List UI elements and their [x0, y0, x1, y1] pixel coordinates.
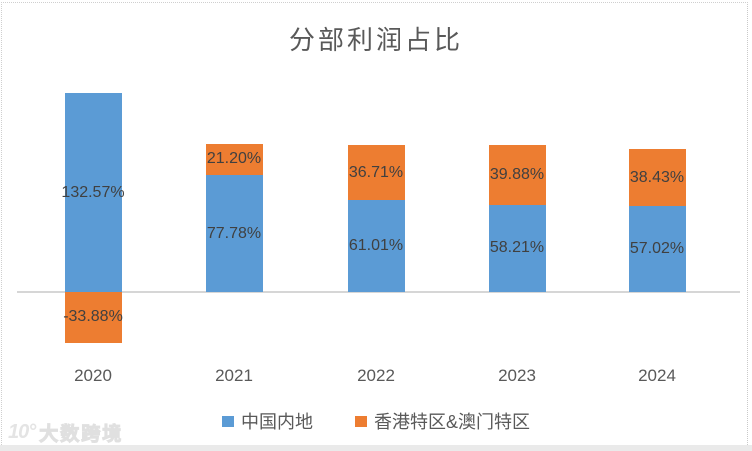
bar-segment-2021-香港特区&澳门特区: 21.20%: [205, 143, 263, 176]
data-label: 36.71%: [348, 163, 404, 181]
bar-segment-2022-香港特区&澳门特区: 36.71%: [347, 145, 405, 201]
x-axis-label-2024: 2024: [638, 366, 676, 385]
bar-segment-2023-香港特区&澳门特区: 39.88%: [488, 144, 546, 205]
legend-label: 香港特区&澳门特区: [373, 412, 530, 432]
chart-legend: 中国内地 香港特区&澳门特区: [0, 408, 752, 434]
legend-swatch-icon: [221, 415, 234, 427]
legend-label: 中国内地: [240, 412, 313, 432]
data-label: 38.43%: [629, 168, 685, 186]
bar-segment-2023-中国内地: 58.21%: [488, 204, 546, 292]
data-label: 61.01%: [348, 237, 404, 255]
x-axis-label-2023: 2023: [498, 366, 536, 385]
bar-segment-2024-香港特区&澳门特区: 38.43%: [628, 148, 686, 207]
x-axis-label-2020: 2020: [74, 366, 112, 385]
bar-segment-2024-中国内地: 57.02%: [628, 206, 686, 292]
bar-segment-2020-中国内地: 132.57%: [61, 93, 125, 292]
x-axis-label-2021: 2021: [215, 366, 253, 385]
watermark: 10° 大数跨境: [8, 419, 123, 446]
legend-item: 中国内地: [221, 408, 313, 434]
data-label: 58.21%: [489, 239, 545, 257]
bar-segment-2022-中国内地: 61.01%: [347, 200, 405, 292]
watermark-text: 大数跨境: [39, 424, 124, 446]
watermark-logo-icon: 10°: [8, 421, 36, 443]
data-label: 132.57%: [61, 183, 125, 201]
bar-segment-2021-中国内地: 77.78%: [205, 175, 263, 292]
x-axis-label-2022: 2022: [357, 366, 395, 385]
bar-segment-2020-香港特区&澳门特区: -33.88%: [63, 292, 123, 343]
data-label: 77.78%: [206, 224, 262, 242]
data-label: 21.20%: [206, 150, 262, 168]
legend-swatch-icon: [354, 415, 367, 427]
data-label: 57.02%: [629, 240, 685, 258]
chart-title: 分部利润占比: [288, 25, 463, 55]
data-label: -33.88%: [63, 308, 123, 326]
bottom-gray-strip: [0, 445, 752, 451]
legend-item: 香港特区&澳门特区: [354, 408, 530, 434]
data-label: 39.88%: [489, 165, 545, 183]
zero-axis-line: [17, 291, 740, 293]
